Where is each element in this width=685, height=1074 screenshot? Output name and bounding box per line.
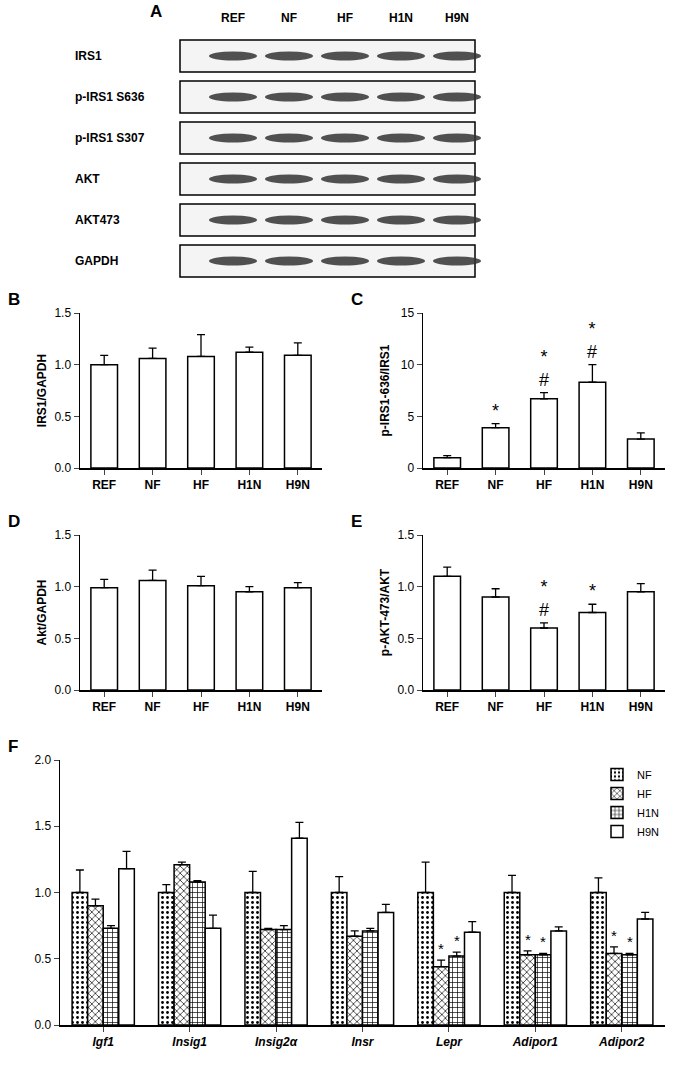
html-text:B: B (8, 290, 21, 309)
svg-text:Adipor1: Adipor1 (512, 1035, 559, 1049)
svg-text:0.0: 0.0 (34, 1018, 51, 1032)
svg-text:NF: NF (145, 700, 161, 714)
svg-text:NF: NF (145, 478, 161, 492)
svg-text:REF: REF (435, 478, 459, 492)
svg-text:0.5: 0.5 (54, 410, 71, 424)
svg-text:2.0: 2.0 (34, 753, 51, 767)
svg-text:H1N: H1N (637, 807, 659, 819)
svg-text:1.5: 1.5 (54, 306, 71, 320)
svg-text:*: * (589, 581, 596, 601)
svg-text:0.5: 0.5 (54, 632, 71, 646)
svg-text:0.5: 0.5 (34, 952, 51, 966)
html-text:F: F (8, 737, 19, 756)
svg-text:HF: HF (193, 700, 209, 714)
svg-text:H1N: H1N (389, 11, 413, 25)
svg-text:*: * (611, 927, 617, 944)
html-text:D: D (8, 512, 21, 531)
svg-text:H1N: H1N (237, 478, 261, 492)
svg-text:0.0: 0.0 (397, 683, 414, 697)
svg-text:H9N: H9N (629, 478, 653, 492)
svg-text:IRS1: IRS1 (75, 49, 102, 63)
svg-text:0.0: 0.0 (54, 461, 71, 475)
svg-text:*: * (454, 932, 460, 949)
svg-text:Igf1: Igf1 (93, 1035, 115, 1049)
svg-text:REF: REF (92, 700, 116, 714)
svg-text:*: * (627, 933, 633, 950)
svg-text:GAPDH: GAPDH (75, 254, 118, 268)
svg-text:1.0: 1.0 (54, 358, 71, 372)
html-text:A: A (150, 2, 163, 21)
svg-text:Insig1: Insig1 (172, 1035, 207, 1049)
svg-text:15: 15 (401, 306, 415, 320)
svg-text:NF: NF (637, 769, 652, 781)
svg-text:HF: HF (637, 788, 652, 800)
svg-text:H1N: H1N (237, 700, 261, 714)
svg-text:*: * (525, 931, 531, 948)
svg-text:0.0: 0.0 (54, 683, 71, 697)
svg-text:p-AKT-473/AKT: p-AKT-473/AKT (378, 568, 392, 656)
html-text:E: E (351, 512, 363, 531)
svg-text:0.5: 0.5 (397, 632, 414, 646)
svg-text:0: 0 (407, 461, 414, 475)
svg-text:H9N: H9N (286, 478, 310, 492)
svg-text:AKT473: AKT473 (75, 213, 120, 227)
svg-text:H9N: H9N (286, 700, 310, 714)
svg-text:H1N: H1N (580, 478, 604, 492)
svg-text:5: 5 (407, 410, 414, 424)
html-text:C: C (351, 290, 364, 309)
svg-text:1.0: 1.0 (54, 580, 71, 594)
svg-text:Adipor2: Adipor2 (598, 1035, 645, 1049)
svg-text:AKT: AKT (75, 172, 100, 186)
svg-text:*: * (540, 933, 546, 950)
svg-text:REF: REF (221, 11, 245, 25)
svg-text:p-IRS1-636/IRS1: p-IRS1-636/IRS1 (378, 344, 392, 436)
svg-text:*: * (492, 401, 499, 421)
svg-text:REF: REF (92, 478, 116, 492)
svg-text:NF: NF (281, 11, 297, 25)
svg-text:p-IRS1 S636: p-IRS1 S636 (75, 90, 145, 104)
svg-text:1.5: 1.5 (397, 528, 414, 542)
svg-text:IRS1/GAPDH: IRS1/GAPDH (35, 354, 49, 427)
svg-text:NF: NF (488, 700, 504, 714)
svg-text:*#: *# (587, 319, 597, 362)
svg-text:H1N: H1N (580, 700, 604, 714)
svg-text:H9N: H9N (445, 11, 469, 25)
svg-text:Insig2α: Insig2α (255, 1035, 298, 1049)
svg-text:10: 10 (401, 358, 415, 372)
svg-text:H9N: H9N (629, 700, 653, 714)
svg-text:*: * (438, 940, 444, 957)
svg-text:HF: HF (536, 478, 552, 492)
svg-text:1.5: 1.5 (34, 819, 51, 833)
svg-text:HF: HF (337, 11, 353, 25)
svg-text:*#: *# (539, 347, 549, 390)
svg-text:1.0: 1.0 (397, 580, 414, 594)
svg-text:HF: HF (536, 700, 552, 714)
svg-text:p-IRS1 S307: p-IRS1 S307 (75, 131, 145, 145)
svg-text:Akt/GAPDH: Akt/GAPDH (35, 579, 49, 645)
svg-text:REF: REF (435, 700, 459, 714)
svg-text:Lepr: Lepr (436, 1035, 463, 1049)
svg-text:Insr: Insr (351, 1035, 374, 1049)
svg-text:1.0: 1.0 (34, 886, 51, 900)
svg-text:*#: *# (539, 577, 549, 620)
svg-text:H9N: H9N (637, 826, 659, 838)
svg-text:1.5: 1.5 (54, 528, 71, 542)
svg-text:HF: HF (193, 478, 209, 492)
svg-text:NF: NF (488, 478, 504, 492)
